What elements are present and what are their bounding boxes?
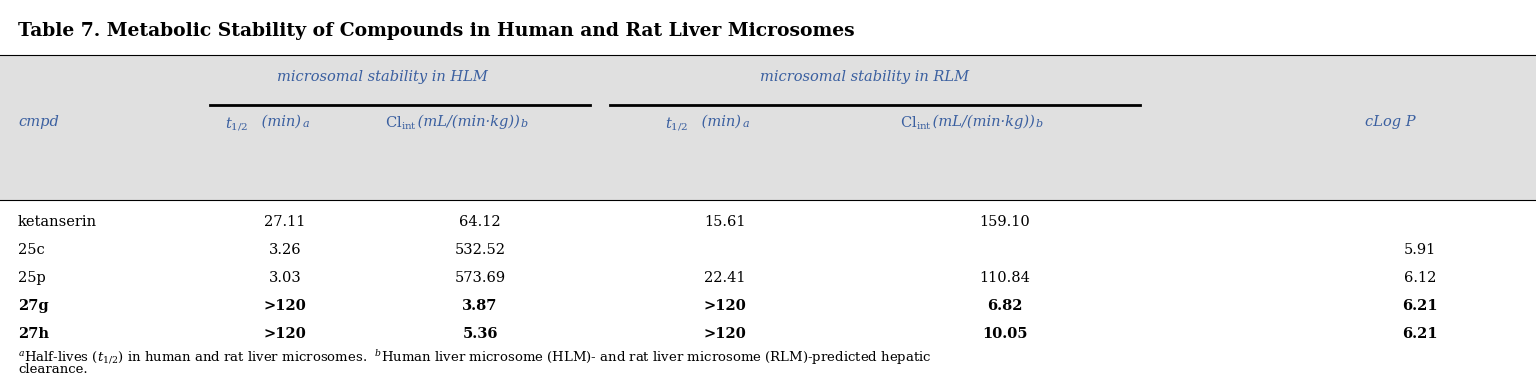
Text: >120: >120: [264, 327, 306, 341]
Text: b: b: [521, 119, 528, 129]
Text: 5.91: 5.91: [1404, 243, 1436, 257]
Text: b: b: [1035, 119, 1043, 129]
Text: 22.41: 22.41: [703, 271, 746, 285]
Text: 3.26: 3.26: [269, 243, 301, 257]
Text: 6.21: 6.21: [1402, 327, 1438, 341]
Text: cmpd: cmpd: [18, 115, 58, 129]
Text: 573.69: 573.69: [455, 271, 505, 285]
Text: 27h: 27h: [18, 327, 49, 341]
Text: cLog P: cLog P: [1366, 115, 1416, 129]
Text: 3.03: 3.03: [269, 271, 301, 285]
Text: Cl$_{\mathregular{int}}$: Cl$_{\mathregular{int}}$: [900, 115, 932, 133]
Text: 5.36: 5.36: [462, 327, 498, 341]
Text: 532.52: 532.52: [455, 243, 505, 257]
Text: 6.12: 6.12: [1404, 271, 1436, 285]
Text: $^{a}$Half-lives ($\mathit{t}_{1/2}$) in human and rat liver microsomes.  $^{b}$: $^{a}$Half-lives ($\mathit{t}_{1/2}$) in…: [18, 348, 932, 367]
Text: 27.11: 27.11: [264, 215, 306, 229]
Text: microsomal stability in RLM: microsomal stability in RLM: [760, 70, 969, 84]
Text: Cl$_{\mathregular{int}}$: Cl$_{\mathregular{int}}$: [386, 115, 416, 133]
Text: microsomal stability in HLM: microsomal stability in HLM: [276, 70, 488, 84]
Text: 64.12: 64.12: [459, 215, 501, 229]
Text: ketanserin: ketanserin: [18, 215, 97, 229]
Text: 15.61: 15.61: [703, 215, 746, 229]
Text: 25c: 25c: [18, 243, 45, 257]
Text: 3.87: 3.87: [462, 299, 498, 313]
Text: >120: >120: [264, 299, 306, 313]
Text: 6.21: 6.21: [1402, 299, 1438, 313]
Text: 25p: 25p: [18, 271, 46, 285]
Text: (mL/(min·kg)): (mL/(min·kg)): [928, 115, 1035, 129]
Text: 159.10: 159.10: [980, 215, 1031, 229]
Text: a: a: [303, 119, 310, 129]
Text: (min): (min): [257, 115, 301, 129]
Text: 27g: 27g: [18, 299, 49, 313]
Text: $\mathit{t}_{1/2}$: $\mathit{t}_{1/2}$: [224, 115, 249, 132]
Text: (min): (min): [697, 115, 740, 129]
Text: >120: >120: [703, 327, 746, 341]
Text: (mL/(min·kg)): (mL/(min·kg)): [413, 115, 519, 129]
Text: $\mathit{t}_{1/2}$: $\mathit{t}_{1/2}$: [665, 115, 688, 132]
FancyBboxPatch shape: [0, 55, 1536, 200]
Text: >120: >120: [703, 299, 746, 313]
Text: a: a: [743, 119, 750, 129]
Text: 6.82: 6.82: [988, 299, 1023, 313]
Text: 110.84: 110.84: [980, 271, 1031, 285]
Text: Table 7. Metabolic Stability of Compounds in Human and Rat Liver Microsomes: Table 7. Metabolic Stability of Compound…: [18, 22, 854, 40]
Text: clearance.: clearance.: [18, 363, 88, 376]
Text: 10.05: 10.05: [982, 327, 1028, 341]
